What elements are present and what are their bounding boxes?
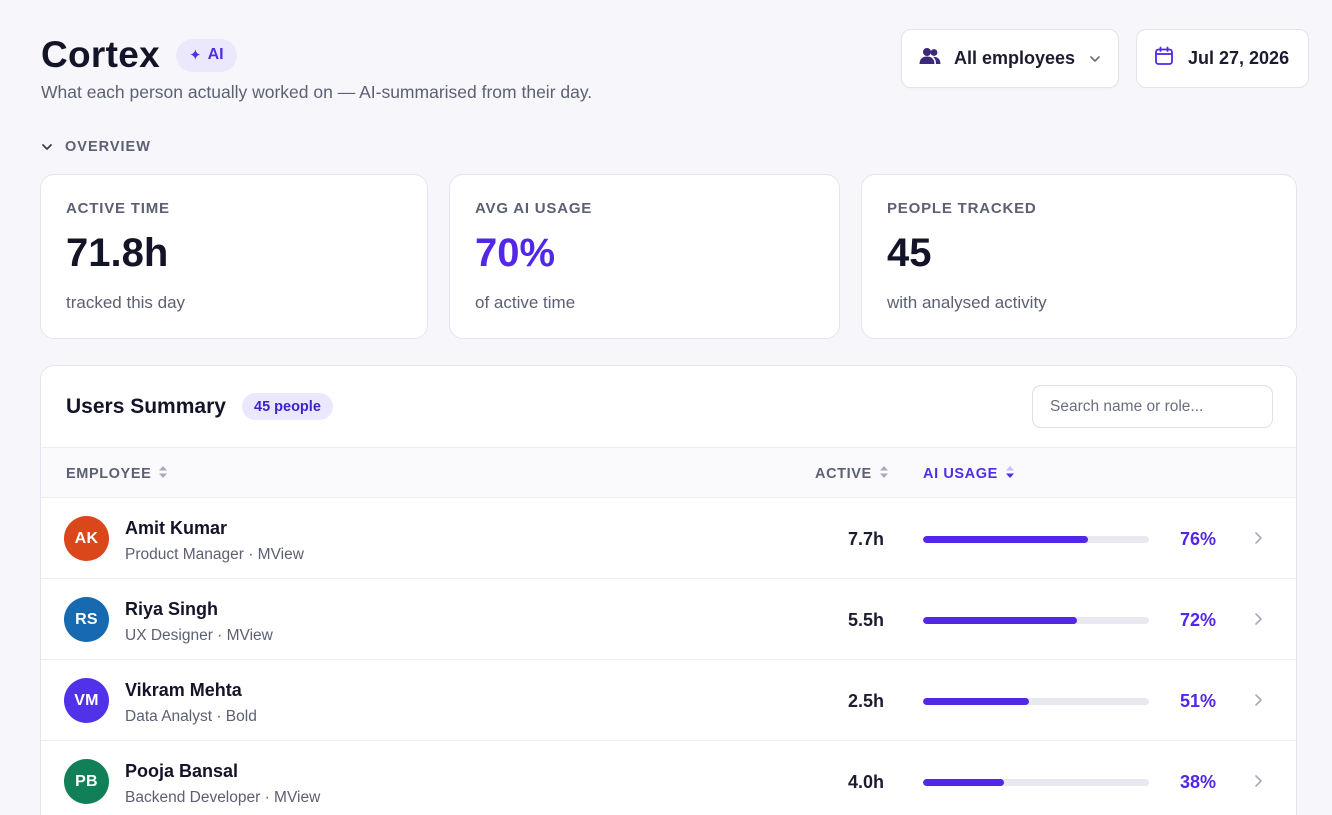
stat-label: PEOPLE TRACKED	[887, 200, 1037, 217]
ai-usage-bar-fill	[923, 617, 1077, 624]
ai-usage-percent: 72%	[1179, 610, 1216, 630]
employee-filter-label: All employees	[954, 48, 1076, 68]
table-row[interactable]: VM Vikram Mehta Data Analyst · Bold 2.5h…	[41, 660, 1296, 741]
employee-filter-dropdown[interactable]: All employees	[901, 29, 1119, 88]
date-picker-button[interactable]: Jul 27, 2026	[1136, 29, 1309, 88]
employee-name: Pooja Bansal	[125, 761, 239, 781]
employee-role: Product Manager · MView	[125, 546, 304, 563]
sort-icon	[872, 465, 889, 483]
ai-usage-percent: 38%	[1179, 772, 1216, 792]
chevron-right-icon[interactable]	[1253, 612, 1263, 631]
avatar: RS	[64, 597, 109, 642]
sparkle-icon: ✦	[189, 47, 202, 64]
stat-card-people-tracked: PEOPLE TRACKED 45 with analysed activity	[861, 174, 1297, 339]
active-time: 7.7h	[847, 529, 884, 549]
employee-name: Vikram Mehta	[125, 680, 242, 700]
calendar-icon	[1154, 46, 1174, 71]
employee-name: Amit Kumar	[125, 518, 228, 538]
overview-label: OVERVIEW	[65, 139, 151, 155]
stat-card-active-time: ACTIVE TIME 71.8h tracked this day	[40, 174, 428, 339]
employee-role: UX Designer · MView	[125, 627, 273, 644]
ai-usage-bar	[923, 779, 1149, 786]
employee-name: Riya Singh	[125, 599, 219, 619]
avatar: AK	[64, 516, 109, 561]
people-count-badge: 45 people	[242, 393, 333, 420]
ai-usage-percent: 76%	[1179, 529, 1216, 549]
ai-usage-bar	[923, 536, 1149, 543]
chevron-down-icon	[1089, 50, 1101, 68]
users-icon	[919, 47, 941, 70]
active-time: 4.0h	[847, 772, 884, 792]
active-time: 2.5h	[847, 691, 884, 711]
users-summary-title: Users Summary	[66, 395, 226, 418]
avatar: PB	[64, 759, 109, 804]
stat-value: 71.8h	[66, 231, 169, 275]
search-input[interactable]	[1032, 385, 1273, 428]
employee-role: Data Analyst · Bold	[125, 708, 257, 725]
chevron-down-icon	[41, 138, 53, 156]
column-header-label: AI USAGE	[923, 466, 998, 482]
users-summary-header: Users Summary 45 people	[41, 366, 1296, 448]
active-time: 5.5h	[847, 610, 884, 630]
column-header-employee[interactable]: EMPLOYEE	[66, 465, 168, 483]
column-header-label: EMPLOYEE	[66, 466, 152, 482]
ai-usage-bar	[923, 698, 1149, 705]
ai-usage-bar	[923, 617, 1149, 624]
table-row[interactable]: PB Pooja Bansal Backend Developer · MVie…	[41, 741, 1296, 815]
ai-usage-bar-fill	[923, 536, 1088, 543]
page-subtitle: What each person actually worked on — AI…	[41, 82, 593, 102]
table-row[interactable]: RS Riya Singh UX Designer · MView 5.5h 7…	[41, 579, 1296, 660]
sort-icon	[151, 465, 168, 483]
ai-usage-bar-fill	[923, 779, 1005, 786]
column-header-ai-usage[interactable]: AI USAGE	[923, 465, 1015, 483]
sort-icon	[998, 465, 1015, 483]
overview-toggle[interactable]: OVERVIEW	[41, 138, 151, 156]
stat-card-ai-usage: AVG AI USAGE 70% of active time	[449, 174, 840, 339]
users-summary-panel: Users Summary 45 people EMPLOYEE ACTIVE …	[40, 365, 1297, 815]
column-header-label: ACTIVE	[815, 466, 872, 482]
stat-value: 45	[887, 231, 932, 275]
chevron-right-icon[interactable]	[1253, 774, 1263, 793]
table-header: EMPLOYEE ACTIVE AI USAGE	[41, 448, 1296, 498]
avatar: VM	[64, 678, 109, 723]
ai-badge-label: AI	[207, 46, 224, 63]
stat-label: ACTIVE TIME	[66, 200, 170, 217]
stat-label: AVG AI USAGE	[475, 200, 593, 217]
ai-usage-bar-fill	[923, 698, 1030, 705]
ai-badge: ✦ AI	[176, 38, 237, 72]
chevron-right-icon[interactable]	[1253, 693, 1263, 712]
app-title: Cortex	[41, 34, 160, 75]
title-row: Cortex ✦ AI	[41, 34, 237, 76]
column-header-active[interactable]: ACTIVE	[815, 465, 889, 483]
table-row[interactable]: AK Amit Kumar Product Manager · MView 7.…	[41, 498, 1296, 579]
stat-description: of active time	[475, 293, 576, 312]
stat-description: with analysed activity	[887, 293, 1047, 312]
employee-role: Backend Developer · MView	[125, 789, 321, 806]
date-label: Jul 27, 2026	[1188, 48, 1290, 68]
chevron-right-icon[interactable]	[1253, 531, 1263, 550]
stat-value: 70%	[475, 231, 556, 275]
ai-usage-percent: 51%	[1179, 691, 1216, 711]
stat-description: tracked this day	[66, 293, 186, 312]
